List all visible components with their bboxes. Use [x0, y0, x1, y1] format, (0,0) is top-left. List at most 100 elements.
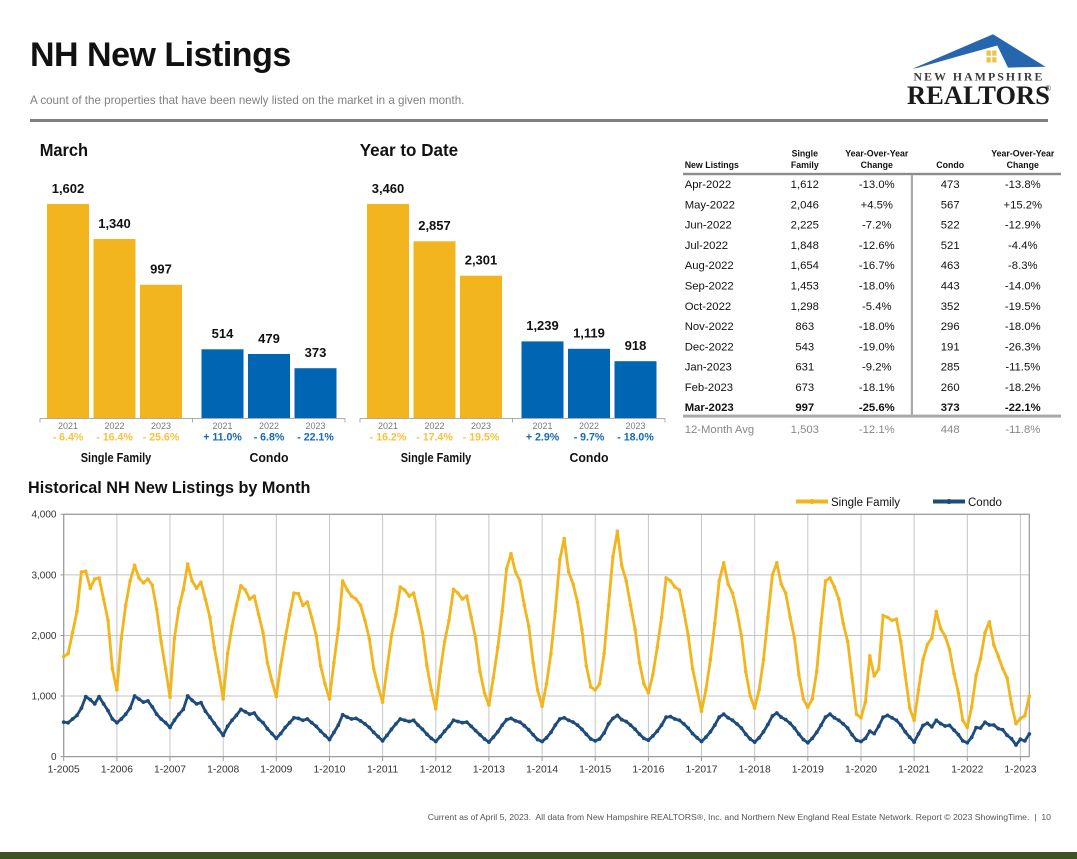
svg-text:Dec-2022: Dec-2022	[685, 341, 734, 353]
svg-text:+15.2%: +15.2%	[1003, 200, 1042, 212]
svg-text:1-2014: 1-2014	[526, 765, 558, 776]
svg-text:Oct-2022: Oct-2022	[685, 301, 731, 313]
svg-text:522: 522	[941, 220, 960, 232]
svg-text:- 6.4%: - 6.4%	[53, 431, 84, 443]
svg-text:1,503: 1,503	[791, 424, 819, 436]
svg-text:Sep-2022: Sep-2022	[685, 281, 734, 293]
svg-text:463: 463	[941, 260, 960, 272]
svg-text:®: ®	[1045, 84, 1051, 93]
svg-text:1-2006: 1-2006	[101, 765, 133, 776]
svg-text:1-2005: 1-2005	[48, 765, 80, 776]
svg-text:- 17.4%: - 17.4%	[416, 431, 453, 443]
svg-text:373: 373	[305, 345, 327, 360]
svg-text:1-2009: 1-2009	[260, 765, 292, 776]
svg-text:-4.4%: -4.4%	[1008, 240, 1038, 252]
svg-text:March: March	[40, 140, 88, 160]
svg-text:+ 2.9%: + 2.9%	[526, 431, 560, 443]
svg-text:2022: 2022	[579, 421, 599, 431]
svg-text:2022: 2022	[424, 421, 444, 431]
svg-text:1,239: 1,239	[526, 318, 559, 333]
svg-text:1,602: 1,602	[52, 181, 85, 196]
svg-text:285: 285	[941, 362, 960, 374]
svg-text:NEW HAMPSHIRE: NEW HAMPSHIRE	[914, 70, 1045, 84]
svg-text:-16.7%: -16.7%	[859, 260, 895, 272]
svg-text:997: 997	[795, 402, 814, 414]
svg-text:Jan-2023: Jan-2023	[685, 362, 732, 374]
svg-text:1-2023: 1-2023	[1004, 765, 1036, 776]
svg-text:1,000: 1,000	[31, 691, 56, 702]
svg-text:1-2007: 1-2007	[154, 765, 186, 776]
svg-text:- 16.4%: - 16.4%	[96, 431, 133, 443]
svg-text:Year-Over-Year: Year-Over-Year	[845, 149, 909, 159]
svg-text:260: 260	[941, 382, 960, 394]
svg-text:-22.1%: -22.1%	[1005, 402, 1041, 414]
svg-text:443: 443	[941, 281, 960, 293]
svg-text:1-2011: 1-2011	[367, 765, 399, 776]
svg-text:1-2022: 1-2022	[951, 765, 983, 776]
svg-text:2021: 2021	[212, 421, 232, 431]
svg-text:+ 11.0%: + 11.0%	[203, 431, 242, 443]
svg-text:Mar-2023: Mar-2023	[685, 402, 734, 414]
svg-text:1-2016: 1-2016	[632, 765, 664, 776]
svg-text:Single: Single	[792, 149, 819, 159]
svg-text:Change: Change	[861, 160, 893, 170]
svg-text:Condo: Condo	[968, 497, 1002, 509]
svg-text:521: 521	[941, 240, 960, 252]
svg-text:-12.9%: -12.9%	[1005, 220, 1041, 232]
svg-text:1-2021: 1-2021	[898, 765, 930, 776]
svg-text:1,612: 1,612	[791, 179, 819, 191]
svg-text:631: 631	[795, 362, 814, 374]
svg-text:997: 997	[150, 262, 172, 277]
svg-text:Single Family: Single Family	[401, 450, 472, 465]
svg-text:1,119: 1,119	[573, 326, 605, 341]
svg-text:1-2008: 1-2008	[207, 765, 239, 776]
svg-text:Nov-2022: Nov-2022	[685, 321, 734, 333]
svg-text:-19.0%: -19.0%	[859, 341, 895, 353]
svg-text:1-2015: 1-2015	[579, 765, 611, 776]
svg-text:-9.2%: -9.2%	[862, 362, 892, 374]
svg-text:2022: 2022	[104, 421, 124, 431]
svg-text:+4.5%: +4.5%	[861, 200, 893, 212]
svg-text:2021: 2021	[378, 421, 398, 431]
svg-text:1-2018: 1-2018	[739, 765, 771, 776]
svg-text:-26.3%: -26.3%	[1005, 341, 1041, 353]
svg-text:2,857: 2,857	[418, 218, 451, 233]
svg-text:2021: 2021	[58, 421, 78, 431]
svg-text:-13.8%: -13.8%	[1005, 179, 1041, 191]
svg-text:3,000: 3,000	[31, 570, 56, 581]
svg-text:-18.2%: -18.2%	[1005, 382, 1041, 394]
svg-text:-11.8%: -11.8%	[1005, 424, 1040, 436]
svg-text:Apr-2022: Apr-2022	[685, 179, 731, 191]
svg-text:Feb-2023: Feb-2023	[685, 382, 733, 394]
svg-text:Aug-2022: Aug-2022	[685, 260, 734, 272]
svg-text:Condo: Condo	[570, 450, 609, 465]
svg-text:-25.6%: -25.6%	[859, 402, 895, 414]
svg-text:1,848: 1,848	[791, 240, 819, 252]
svg-text:-18.1%: -18.1%	[859, 382, 895, 394]
svg-text:Jun-2022: Jun-2022	[685, 220, 732, 232]
svg-text:2023: 2023	[305, 421, 325, 431]
svg-text:352: 352	[941, 301, 960, 313]
svg-text:-18.0%: -18.0%	[859, 281, 895, 293]
svg-text:Single Family: Single Family	[831, 497, 900, 509]
svg-text:2023: 2023	[625, 421, 645, 431]
svg-text:1-2019: 1-2019	[792, 765, 824, 776]
svg-text:373: 373	[941, 402, 960, 414]
svg-text:- 9.7%: - 9.7%	[574, 431, 605, 443]
svg-text:REALTORS: REALTORS	[907, 80, 1050, 110]
svg-text:2,301: 2,301	[465, 253, 498, 268]
svg-text:2022: 2022	[259, 421, 279, 431]
svg-text:567: 567	[941, 200, 960, 212]
svg-text:1,298: 1,298	[791, 301, 819, 313]
svg-text:-14.0%: -14.0%	[1005, 281, 1041, 293]
svg-text:May-2022: May-2022	[685, 200, 735, 212]
svg-text:863: 863	[795, 321, 814, 333]
svg-text:- 18.0%: - 18.0%	[617, 431, 654, 443]
svg-text:1-2010: 1-2010	[313, 765, 345, 776]
svg-text:191: 191	[941, 341, 960, 353]
svg-text:2023: 2023	[471, 421, 491, 431]
svg-text:1-2012: 1-2012	[420, 765, 452, 776]
svg-text:1-2017: 1-2017	[685, 765, 717, 776]
svg-text:1,654: 1,654	[791, 260, 819, 272]
svg-text:-12.1%: -12.1%	[859, 424, 895, 436]
